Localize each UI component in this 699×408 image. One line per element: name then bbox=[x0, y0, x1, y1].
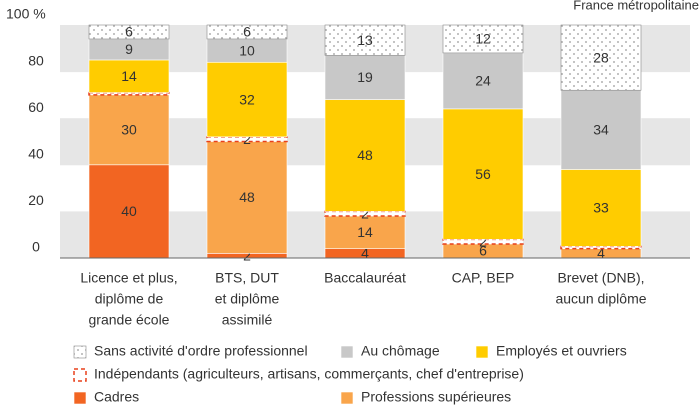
legend-swatch bbox=[73, 368, 87, 382]
value-label: 48 bbox=[239, 189, 255, 205]
value-label: 34 bbox=[593, 122, 609, 138]
x-tick-label: BTS, DUT bbox=[215, 270, 279, 286]
value-label: 2 bbox=[479, 233, 487, 249]
bar-segment bbox=[324, 215, 406, 249]
bar-segment bbox=[560, 169, 642, 247]
bar-segment bbox=[442, 52, 524, 110]
legend-label: Au chômage bbox=[361, 343, 440, 359]
value-label: 56 bbox=[475, 166, 491, 182]
x-tick-label: aucun diplôme bbox=[555, 291, 646, 307]
bar-segment bbox=[88, 94, 170, 166]
legend-label: Professions supérieures bbox=[361, 389, 511, 405]
value-label: 6 bbox=[479, 243, 487, 259]
bar-segment bbox=[206, 141, 288, 254]
legend-label: Cadres bbox=[94, 389, 139, 405]
bar-segment bbox=[88, 164, 170, 259]
legend-swatch bbox=[340, 391, 354, 405]
x-tick-label: diplôme de bbox=[95, 291, 164, 307]
y-tick-label: 100 % bbox=[6, 6, 46, 22]
value-label: 13 bbox=[357, 32, 373, 48]
value-label: 33 bbox=[593, 200, 609, 216]
bar-segment bbox=[324, 210, 406, 217]
legend-swatch bbox=[73, 391, 87, 405]
value-label: 2 bbox=[243, 247, 251, 263]
value-label: 9 bbox=[125, 41, 133, 57]
y-tick-label: 0 bbox=[32, 239, 40, 255]
bar-segment bbox=[324, 54, 406, 100]
value-label: 28 bbox=[593, 49, 609, 65]
x-tick-label: CAP, BEP bbox=[452, 270, 515, 286]
x-tick-label: Brevet (DNB), bbox=[557, 270, 644, 286]
y-tick-label: 60 bbox=[28, 99, 44, 115]
value-label: 12 bbox=[475, 31, 491, 47]
bar-segment bbox=[442, 108, 524, 240]
bar-segment bbox=[324, 24, 406, 56]
bar-segment bbox=[206, 24, 288, 40]
y-tick-label: 80 bbox=[28, 52, 44, 68]
value-label: 2 bbox=[361, 205, 369, 221]
x-tick-label: assimilé bbox=[222, 312, 273, 328]
value-label: 10 bbox=[239, 42, 255, 58]
legend-swatch bbox=[73, 345, 87, 359]
y-tick-label: 20 bbox=[28, 192, 44, 208]
legend-label: Sans activité d'ordre professionnel bbox=[94, 343, 308, 359]
x-tick-label: Licence et plus, bbox=[80, 270, 177, 286]
bar-segment bbox=[88, 91, 170, 96]
value-label: 4 bbox=[361, 245, 369, 261]
value-label: 24 bbox=[475, 73, 491, 89]
bar-segment bbox=[560, 245, 642, 250]
value-label: 6 bbox=[243, 24, 251, 40]
value-label: 19 bbox=[357, 69, 373, 85]
value-label: 48 bbox=[357, 147, 373, 163]
bar-segment bbox=[88, 24, 170, 40]
x-tick-label: Baccalauréat bbox=[324, 270, 406, 286]
x-tick-label: grande école bbox=[89, 312, 170, 328]
bar-segment bbox=[206, 136, 288, 143]
value-label: 40 bbox=[121, 203, 137, 219]
bar-segment bbox=[206, 61, 288, 138]
bar-segment bbox=[560, 24, 642, 91]
value-label: 2 bbox=[243, 131, 251, 147]
bar-segment bbox=[560, 89, 642, 170]
value-label: 14 bbox=[121, 68, 137, 84]
y-tick-label: 40 bbox=[28, 146, 44, 162]
value-label: 4 bbox=[597, 245, 605, 261]
legend-swatch bbox=[475, 345, 489, 359]
bar-segment bbox=[324, 99, 406, 212]
x-tick-label: et diplôme bbox=[215, 291, 280, 307]
value-label: 32 bbox=[239, 91, 255, 107]
bar-segment bbox=[442, 24, 524, 54]
value-label: 14 bbox=[357, 224, 373, 240]
bar-segment bbox=[442, 238, 524, 245]
legend-swatch bbox=[340, 345, 354, 359]
legend-label: Employés et ouvriers bbox=[496, 343, 627, 359]
legend-label: Indépendants (agriculteurs, artisans, co… bbox=[94, 366, 524, 382]
value-label: 6 bbox=[125, 24, 133, 40]
subtitle: France métropolitaine bbox=[573, 0, 699, 12]
value-label: 30 bbox=[121, 122, 137, 138]
